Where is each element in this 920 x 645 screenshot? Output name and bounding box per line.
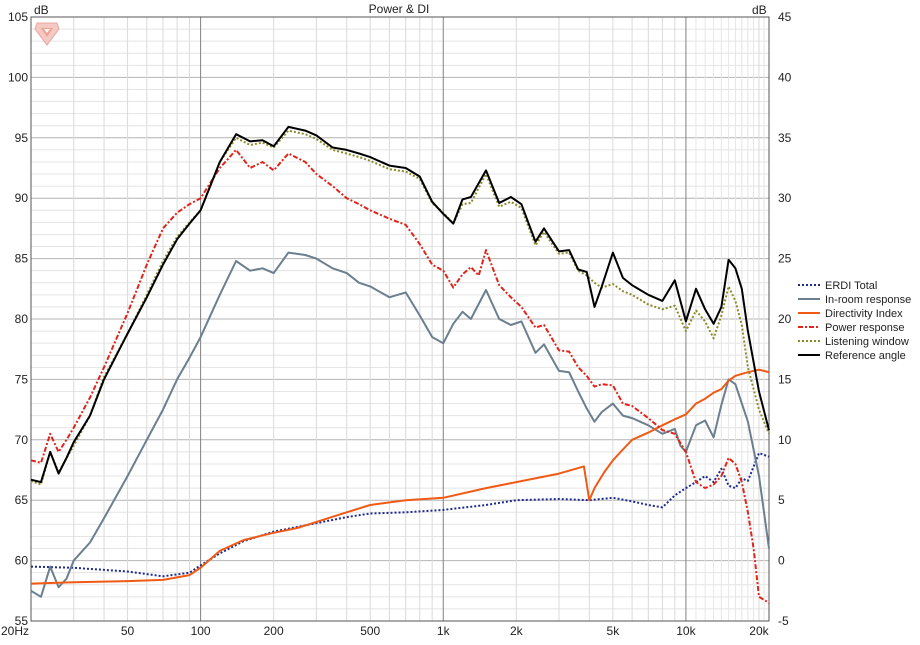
x-tick-label: 5k	[607, 624, 621, 638]
x-tick-label: 200	[264, 624, 284, 638]
x-tick-label: 100	[191, 624, 211, 638]
legend-label: Listening window	[825, 336, 909, 348]
y-left-tick-label: 70	[15, 433, 29, 447]
legend-label: ERDI Total	[825, 280, 877, 292]
y-left-tick-label: 65	[15, 493, 29, 507]
x-tick-label: 10k	[676, 624, 696, 638]
y-left-tick-label: 55	[15, 614, 29, 628]
y-left-tick-label: 60	[15, 554, 29, 568]
y-left-tick-label: 95	[15, 131, 29, 145]
left-axis-unit: dB	[34, 3, 49, 17]
series-layer	[30, 125, 770, 604]
y-left-tick-label: 105	[8, 10, 28, 24]
y-right-tick-label: 40	[778, 70, 792, 84]
legend: ERDI Total In-room response Directivity In…	[794, 278, 920, 368]
y-right-tick-label: -5	[778, 614, 789, 628]
legend-label: Reference angle	[825, 350, 906, 362]
y-left-tick-label: 75	[15, 372, 29, 386]
y-left-tick-label: 90	[15, 191, 29, 205]
series-line-reference-angle	[30, 125, 770, 484]
x-tick-label: 2k	[510, 624, 524, 638]
series-line-erdi-total	[30, 452, 770, 578]
y-left-tick-label: 100	[8, 70, 28, 84]
chart-title: Power & DI	[369, 2, 430, 16]
y-left-tick-label: 80	[15, 312, 29, 326]
y-right-tick-label: 25	[778, 252, 792, 266]
y-right-tick-label: 35	[778, 131, 792, 145]
plot-frame	[30, 16, 770, 622]
x-tick-label: 20k	[749, 624, 769, 638]
y-right-tick-label: 15	[778, 372, 792, 386]
x-tick-label: 1k	[437, 624, 451, 638]
legend-label: In-room response	[825, 294, 911, 306]
x-tick-label: 500	[360, 624, 380, 638]
legend-label: Power response	[825, 322, 905, 334]
right-axis-unit: dB	[752, 3, 767, 17]
x-tick-label: 20Hz	[1, 624, 29, 638]
y-right-tick-label: 0	[778, 554, 785, 568]
legend-label: Directivity Index	[825, 308, 903, 320]
logo-icon	[34, 22, 60, 46]
axis-layer: 55 60 65 70 75 80 85 90 95 100 105 -5 0 5 10 15 20 25 30 35…	[1, 10, 792, 638]
y-right-tick-label: 30	[778, 191, 792, 205]
series-line-power-response	[30, 148, 770, 604]
y-right-tick-label: 5	[778, 493, 785, 507]
y-left-tick-label: 85	[15, 252, 29, 266]
series-line-directivity-index	[30, 368, 770, 585]
legend-background	[794, 278, 920, 368]
y-right-tick-label: 10	[778, 433, 792, 447]
x-tick-label: 50	[121, 624, 135, 638]
y-right-tick-label: 20	[778, 312, 792, 326]
y-right-tick-label: 45	[778, 10, 792, 24]
